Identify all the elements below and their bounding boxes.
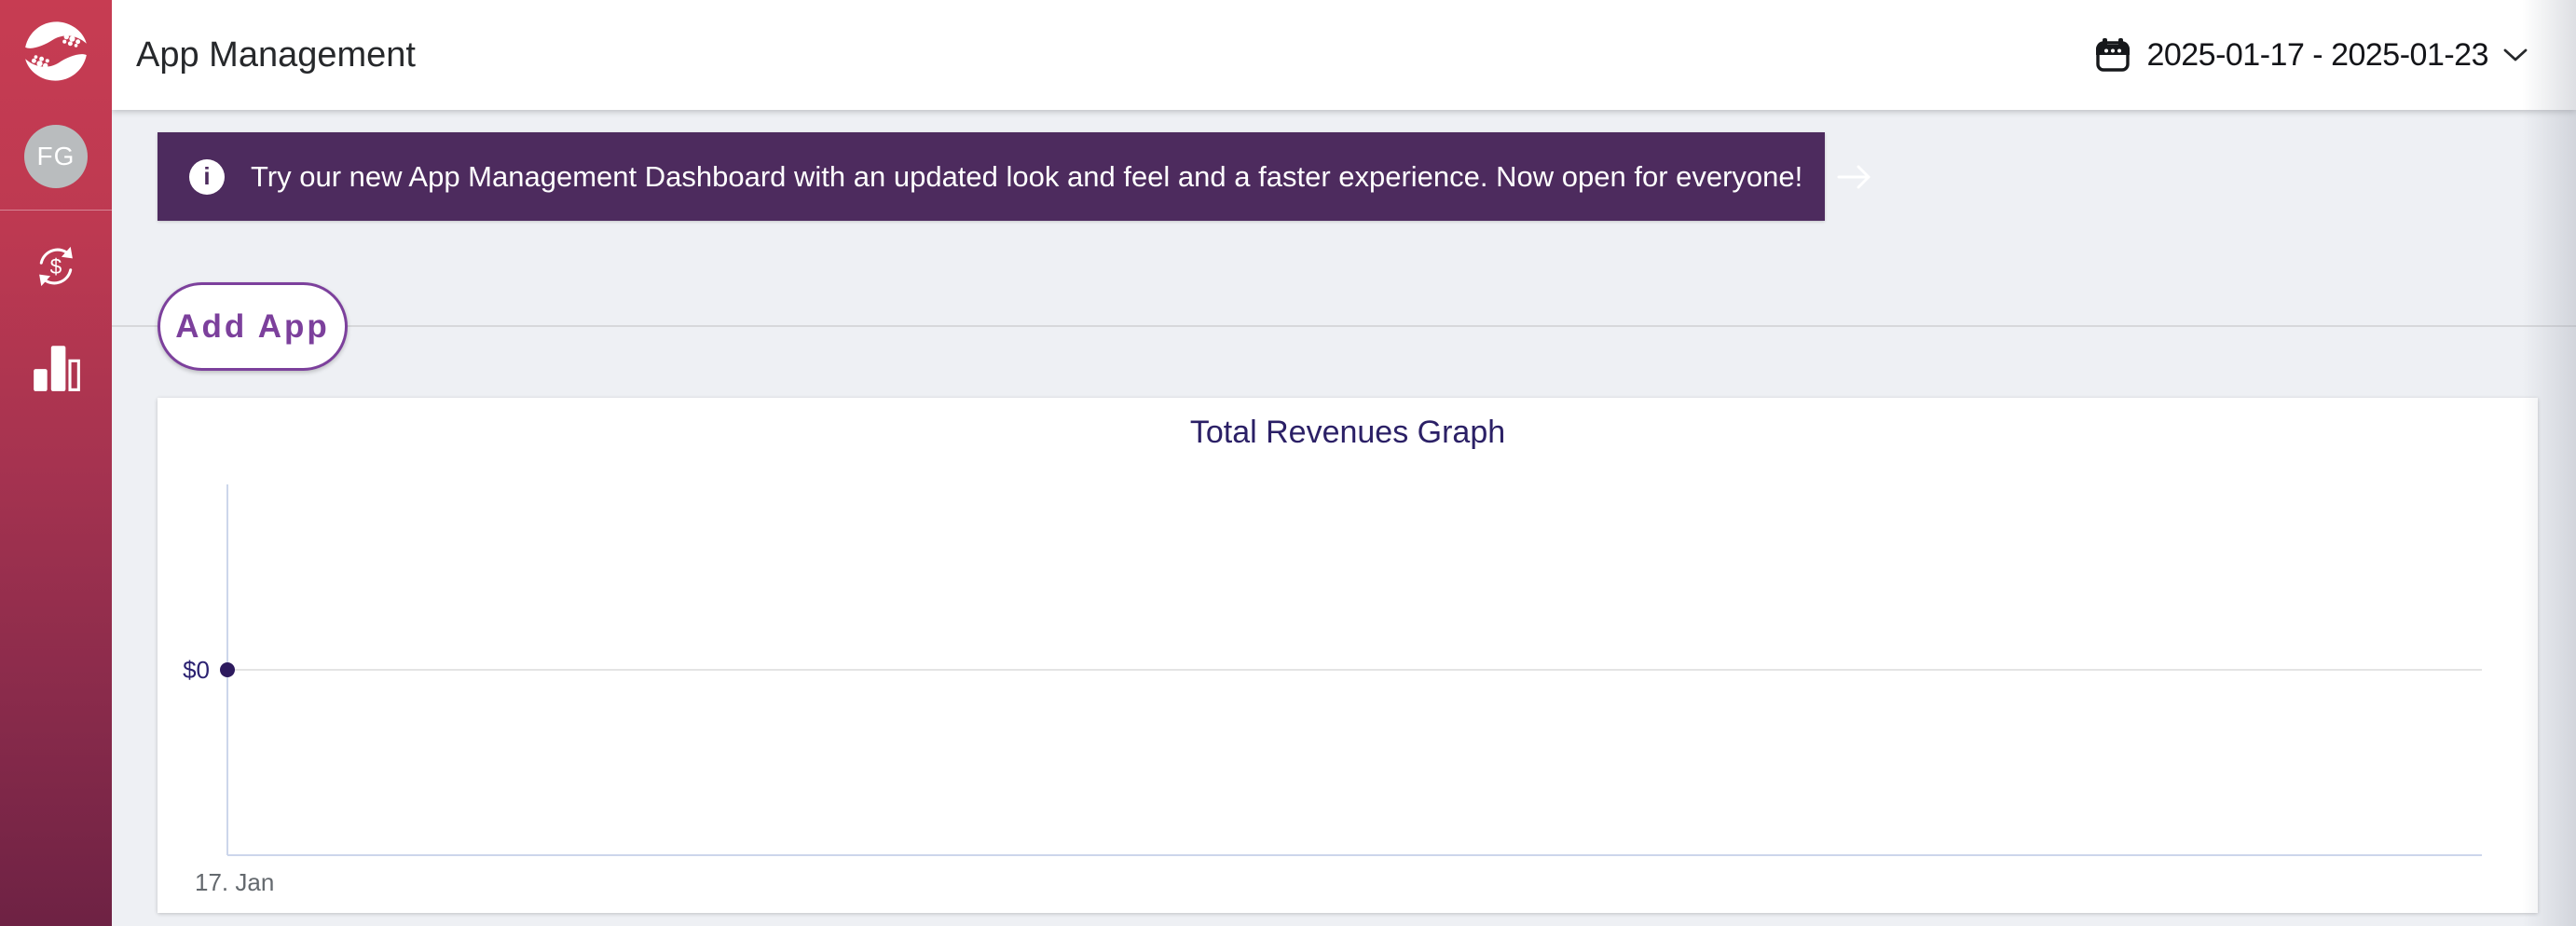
sidebar-item-revenue[interactable]: $ — [0, 242, 112, 291]
sidebar-item-analytics[interactable] — [0, 339, 112, 393]
sidebar: FG $ — [0, 0, 112, 926]
chart-title: Total Revenues Graph — [1189, 415, 1506, 450]
user-avatar[interactable]: FG — [24, 125, 88, 188]
add-app-button[interactable]: Add App — [158, 282, 348, 371]
chart-x-tick-label: 17. Jan — [195, 868, 275, 896]
date-range-picker[interactable]: 2025-01-17 - 2025-01-23 — [2094, 0, 2528, 110]
svg-text:$: $ — [50, 254, 62, 279]
page-title: App Management — [136, 34, 416, 75]
app-logo-icon — [25, 21, 87, 81]
section-divider — [112, 325, 2576, 327]
bar-chart-icon — [34, 346, 80, 391]
chart-y-tick-label: $0 — [183, 656, 210, 684]
chart-x-axis-line — [227, 854, 2482, 856]
app-logo[interactable] — [0, 15, 112, 88]
chart-data-point[interactable] — [220, 662, 235, 677]
info-icon: i — [189, 158, 225, 195]
date-range-value: 2025-01-17 - 2025-01-23 — [2146, 36, 2488, 73]
sidebar-divider — [0, 210, 112, 211]
calendar-icon — [2096, 38, 2131, 72]
avatar-initials: FG — [36, 142, 75, 170]
announcement-banner[interactable]: i Try our new App Management Dashboard w… — [158, 132, 1870, 221]
chevron-down-icon — [2503, 48, 2528, 61]
currency-exchange-icon: $ — [39, 246, 73, 287]
chart-gridline-zero — [227, 669, 2482, 671]
revenue-chart-card: Total Revenues Graph $0 17. Jan — [158, 398, 2538, 913]
announcement-text: Try our new App Management Dashboard wit… — [251, 159, 1803, 193]
arrow-right-icon[interactable] — [1834, 162, 1875, 192]
header: App Management 2025-01-17 - 2025-01-23 — [112, 0, 2576, 110]
